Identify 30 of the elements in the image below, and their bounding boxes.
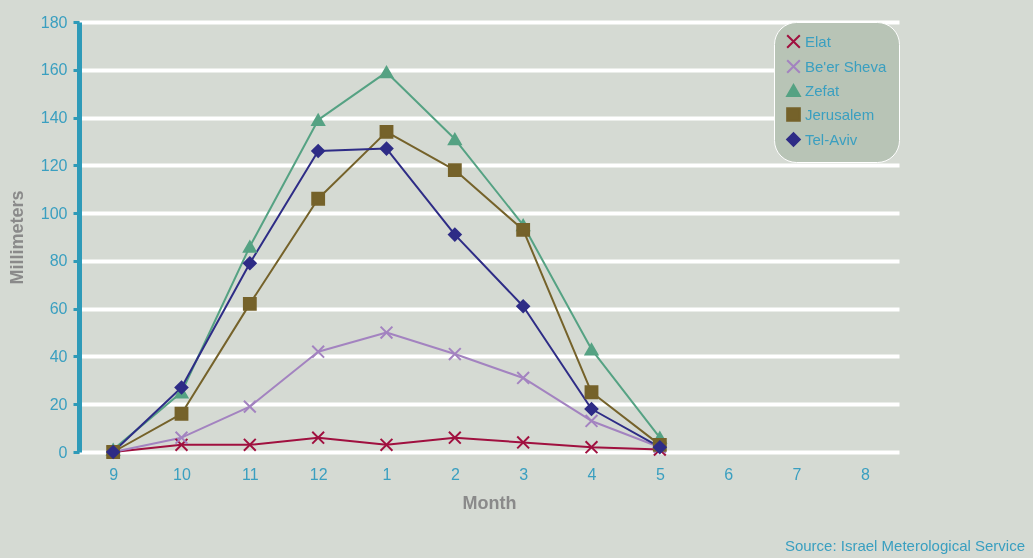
y-tick-label: 0 bbox=[58, 443, 68, 461]
legend-label: Jerusalem bbox=[805, 105, 875, 123]
x-tick-label: 11 bbox=[242, 465, 259, 483]
y-tick-label: 100 bbox=[40, 204, 68, 222]
x-tick-label: 2 bbox=[450, 465, 460, 483]
legend-label: Zefat bbox=[805, 81, 841, 99]
x-tick-label: 7 bbox=[792, 465, 802, 483]
x-tick-label: 5 bbox=[655, 465, 665, 483]
x-tick-label: 9 bbox=[109, 465, 119, 483]
y-tick-label: 140 bbox=[40, 109, 68, 127]
x-tick-label: 12 bbox=[309, 465, 328, 483]
x-tick-label: 6 bbox=[724, 465, 734, 483]
legend-label: Tel-Aviv bbox=[805, 130, 858, 148]
y-tick-label: 80 bbox=[49, 252, 68, 270]
y-tick-label: 40 bbox=[49, 347, 68, 365]
y-tick-label: 20 bbox=[49, 395, 68, 413]
x-tick-label: 4 bbox=[587, 465, 597, 483]
x-axis-title: Month bbox=[462, 492, 517, 513]
x-tick-label: 3 bbox=[519, 465, 529, 483]
x-tick-label: 10 bbox=[173, 465, 191, 483]
y-axis-title: Millimeters bbox=[6, 190, 27, 285]
x-tick-label: 8 bbox=[860, 465, 870, 483]
legend-label: Be'er Sheva bbox=[805, 57, 887, 75]
y-tick-label: 60 bbox=[49, 300, 68, 318]
x-tick-label: 1 bbox=[382, 465, 392, 483]
legend-label: Elat bbox=[805, 32, 832, 50]
y-tick-label: 180 bbox=[40, 13, 68, 31]
y-tick-label: 120 bbox=[40, 156, 68, 174]
source-note: Source: Israel Meterological Service bbox=[784, 537, 1025, 554]
y-tick-label: 160 bbox=[40, 61, 68, 79]
